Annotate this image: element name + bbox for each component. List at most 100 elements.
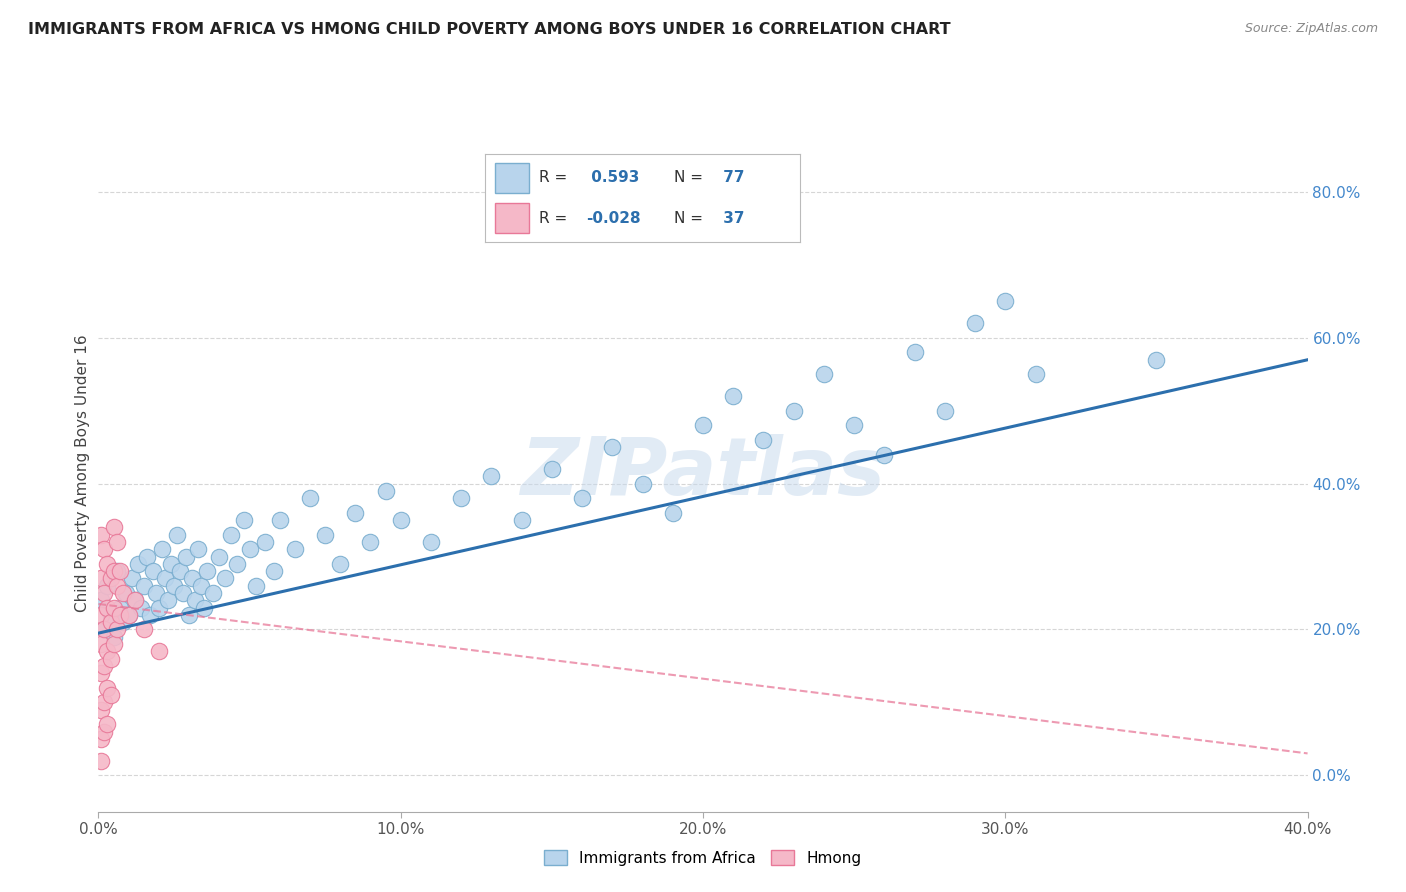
Point bbox=[752, 433, 775, 447]
Point bbox=[174, 549, 197, 564]
Point bbox=[132, 623, 155, 637]
Point bbox=[571, 491, 593, 506]
Point bbox=[93, 542, 115, 557]
Point bbox=[90, 703, 112, 717]
Point bbox=[214, 571, 236, 585]
Point bbox=[782, 404, 804, 418]
Point bbox=[108, 564, 131, 578]
Point bbox=[96, 557, 118, 571]
Point bbox=[118, 607, 141, 622]
Point bbox=[245, 579, 267, 593]
Point bbox=[226, 557, 249, 571]
Point bbox=[93, 724, 115, 739]
Point bbox=[813, 368, 835, 382]
Point bbox=[96, 600, 118, 615]
Point bbox=[100, 688, 122, 702]
Point bbox=[103, 630, 125, 644]
Point bbox=[90, 731, 112, 746]
Point bbox=[105, 623, 128, 637]
Point bbox=[166, 527, 188, 541]
Point bbox=[631, 476, 654, 491]
Point bbox=[153, 571, 176, 585]
Point bbox=[253, 535, 276, 549]
Point bbox=[994, 294, 1017, 309]
Point bbox=[103, 637, 125, 651]
Point bbox=[93, 659, 115, 673]
Point bbox=[692, 418, 714, 433]
Point bbox=[132, 579, 155, 593]
Point bbox=[269, 513, 291, 527]
Point bbox=[103, 520, 125, 534]
Point bbox=[150, 542, 173, 557]
Point bbox=[1024, 368, 1046, 382]
Point bbox=[96, 644, 118, 658]
Point bbox=[389, 513, 412, 527]
Point bbox=[232, 513, 254, 527]
Point bbox=[100, 615, 122, 630]
Point bbox=[100, 651, 122, 665]
Point bbox=[904, 345, 927, 359]
Point bbox=[374, 483, 396, 498]
Point bbox=[100, 571, 122, 585]
Point bbox=[90, 571, 112, 585]
Point bbox=[105, 535, 128, 549]
Point bbox=[111, 615, 134, 630]
Legend: Immigrants from Africa, Hmong: Immigrants from Africa, Hmong bbox=[538, 844, 868, 871]
Point bbox=[118, 607, 141, 622]
Point bbox=[96, 579, 118, 593]
Point bbox=[221, 527, 243, 541]
Point bbox=[90, 754, 112, 768]
Point bbox=[299, 491, 322, 506]
Point bbox=[90, 637, 112, 651]
Point bbox=[184, 593, 207, 607]
Point bbox=[602, 440, 624, 454]
Point bbox=[450, 491, 472, 506]
Point bbox=[202, 586, 225, 600]
Point bbox=[329, 557, 352, 571]
Point bbox=[124, 593, 146, 607]
Text: Source: ZipAtlas.com: Source: ZipAtlas.com bbox=[1244, 22, 1378, 36]
Point bbox=[108, 607, 131, 622]
Point bbox=[661, 506, 683, 520]
Point bbox=[90, 607, 112, 622]
Point bbox=[93, 695, 115, 709]
Point bbox=[90, 527, 112, 541]
Text: ZIPatlas: ZIPatlas bbox=[520, 434, 886, 512]
Point bbox=[105, 564, 128, 578]
Point bbox=[344, 506, 367, 520]
Point bbox=[721, 389, 744, 403]
Point bbox=[93, 586, 115, 600]
Point bbox=[93, 623, 115, 637]
Point bbox=[172, 586, 194, 600]
Point bbox=[148, 600, 170, 615]
Point bbox=[360, 535, 382, 549]
Point bbox=[163, 579, 186, 593]
Point bbox=[90, 593, 112, 607]
Point bbox=[510, 513, 533, 527]
Point bbox=[934, 404, 956, 418]
Point bbox=[160, 557, 183, 571]
Point bbox=[965, 316, 987, 330]
Point bbox=[190, 579, 212, 593]
Point bbox=[193, 600, 215, 615]
Point bbox=[129, 600, 152, 615]
Point bbox=[481, 469, 503, 483]
Point bbox=[96, 681, 118, 695]
Point bbox=[169, 564, 191, 578]
Point bbox=[124, 593, 146, 607]
Point bbox=[111, 586, 134, 600]
Point bbox=[105, 579, 128, 593]
Point bbox=[100, 607, 122, 622]
Point bbox=[195, 564, 218, 578]
Point bbox=[121, 571, 143, 585]
Point bbox=[139, 607, 162, 622]
Point bbox=[263, 564, 285, 578]
Point bbox=[239, 542, 262, 557]
Point bbox=[108, 600, 131, 615]
Point bbox=[90, 666, 112, 681]
Point bbox=[187, 542, 209, 557]
Point bbox=[142, 564, 165, 578]
Text: IMMIGRANTS FROM AFRICA VS HMONG CHILD POVERTY AMONG BOYS UNDER 16 CORRELATION CH: IMMIGRANTS FROM AFRICA VS HMONG CHILD PO… bbox=[28, 22, 950, 37]
Point bbox=[314, 527, 336, 541]
Point bbox=[419, 535, 441, 549]
